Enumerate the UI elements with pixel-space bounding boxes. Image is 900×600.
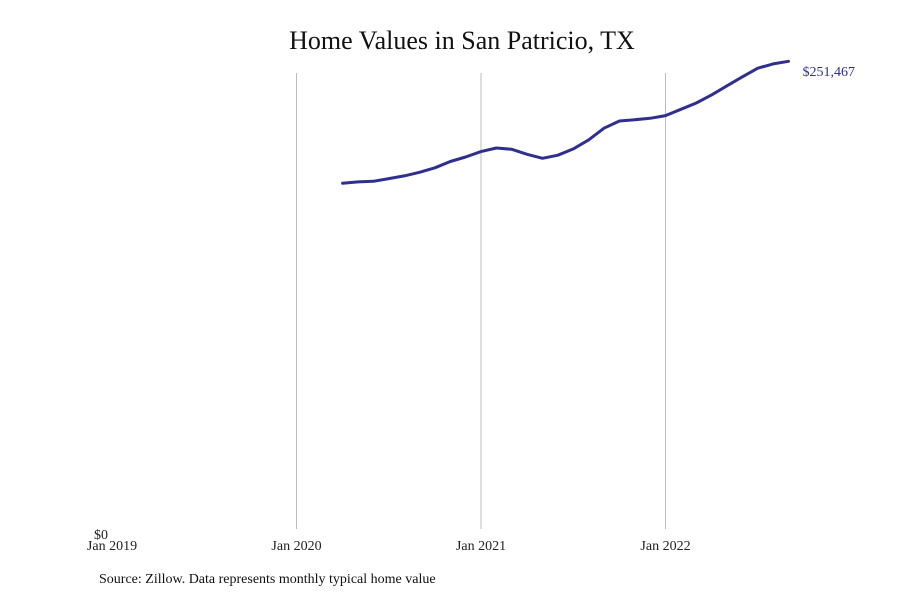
x-axis-ticks: Jan 2019 Jan 2020 Jan 2021 Jan 2022 [87,539,691,554]
x-tick-label: Jan 2021 [456,539,506,554]
end-label-layer: $251,467 [803,65,856,80]
end-value-label: $251,467 [803,65,856,80]
chart-title: Home Values in San Patricio, TX [289,26,635,55]
y-axis-ticks: $0 [94,528,108,543]
y-tick-label: $0 [94,528,108,543]
source-note: Source: Zillow. Data represents monthly … [99,572,436,587]
series-line-layer [341,59,790,185]
series-line [341,59,790,185]
x-tick-label: Jan 2020 [271,539,321,554]
gridlines [296,73,666,529]
x-tick-label: Jan 2022 [640,539,690,554]
x-tick-label: Jan 2019 [87,539,137,554]
